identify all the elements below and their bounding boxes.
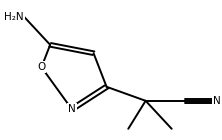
Text: H₂N: H₂N: [4, 12, 24, 22]
Text: N: N: [213, 96, 221, 106]
Text: N: N: [68, 104, 76, 114]
Text: O: O: [37, 62, 46, 72]
